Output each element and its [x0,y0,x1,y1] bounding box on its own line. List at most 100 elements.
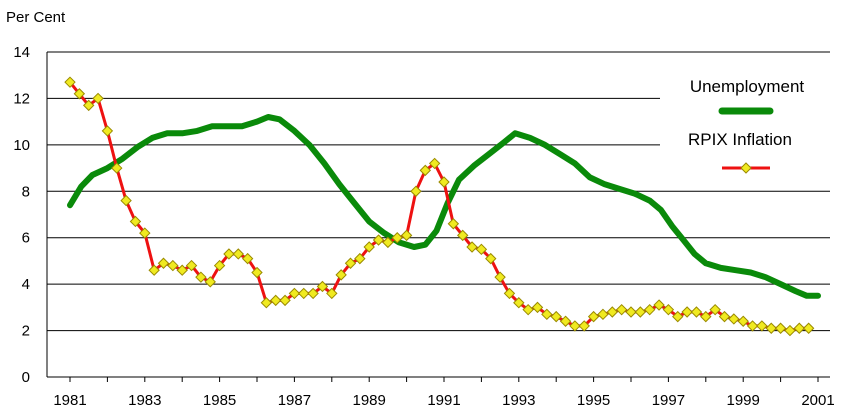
rpix-marker [419,164,432,177]
rpix-marker [531,301,544,314]
rpix-marker [569,320,581,332]
rpix-marker [288,287,301,300]
rpix-marker [400,229,413,242]
x-tick-label: 1981 [53,392,86,409]
rpix-marker [410,185,422,197]
rpix-marker [298,287,310,300]
y-tick-label: 10 [13,137,30,154]
y-tick-label: 6 [22,230,30,247]
rpix-marker [541,308,553,321]
rpix-marker [625,306,637,318]
rpix-marker [634,306,647,318]
series-layer [64,76,821,337]
rpix-marker [606,306,619,318]
rpix-marker [485,252,497,265]
rpix-marker [195,271,207,283]
rpix-marker [466,241,478,253]
rpix-marker [204,276,216,288]
y-tick-label: 4 [22,276,30,293]
rpix-marker [213,259,226,272]
rpix-marker [232,248,245,260]
rpix-marker [615,303,628,316]
rpix-marker [335,269,347,281]
rpix-marker [382,236,394,249]
rpix-marker [129,215,142,228]
rpix-marker [774,322,787,334]
x-tick-label: 1999 [727,392,760,409]
gridlines [47,51,830,332]
rpix-marker [344,257,357,269]
rpix-marker [64,76,76,88]
rpix-marker [251,266,263,279]
x-tick-label: 1987 [278,392,311,409]
rpix-marker [700,310,712,323]
y-tick-label: 14 [13,44,30,61]
x-tick-label: 2001 [801,392,834,409]
legend: Unemployment RPIX Inflation [660,70,832,177]
rpix-marker [185,259,198,272]
rpix-marker [756,320,768,332]
y-tick-label: 8 [22,183,30,200]
rpix-marker [101,125,114,137]
rpix-marker [167,259,179,272]
rpix-marker [269,294,282,307]
rpix-marker [513,297,525,309]
rpix-marker [494,271,506,283]
rpix-marker [260,297,273,309]
rpix-marker [363,241,375,253]
rpix-marker [746,320,759,332]
rpix-marker [456,229,469,242]
rpix-marker [522,303,534,316]
rpix-marker [681,306,693,318]
rpix-marker [765,322,777,334]
rpix-marker [672,310,684,323]
rpix-marker [802,322,815,334]
rpix-marker [550,310,562,323]
x-tick-label: 1983 [128,392,161,409]
rpix-marker [176,264,188,276]
rpix-marker [653,299,665,311]
rpix-marker [793,322,806,334]
x-tick-label: 1995 [577,392,610,409]
rpix-marker [316,280,329,293]
rpix-marker [139,227,151,239]
rpix-marker [391,232,403,244]
rpix-marker [447,218,460,230]
rpix-marker [578,320,590,332]
rpix-marker [737,315,749,327]
rpix-marker [587,310,600,323]
rpix-marker [73,88,86,100]
rpix-marker [241,252,254,265]
rpix-marker [503,287,516,300]
legend-background [660,70,832,177]
rpix-marker [475,243,488,256]
rpix-marker [428,157,441,170]
rpix-marker [82,99,95,112]
x-tick-label: 1991 [427,392,460,409]
y-tick-label: 2 [22,323,30,340]
legend-label-rpix-inflation: RPIX Inflation [688,130,792,149]
rpix-marker [279,294,291,307]
rpix-marker [690,306,703,318]
rpix-marker [784,324,796,337]
legend-marker-rpix-inflation [740,162,752,174]
rpix-marker [157,257,170,269]
rpix-marker [372,234,385,246]
rpix-marker [643,303,656,316]
x-tick-label: 1997 [652,392,685,409]
rpix-marker [120,194,132,207]
y-axis-label: Per Cent [6,9,66,26]
rpix-marker [728,313,740,325]
y-tick-label: 0 [22,369,30,386]
rpix-marker [438,176,450,188]
rpix-marker [354,252,366,265]
x-tick-label: 1993 [502,392,535,409]
y-tick-label: 12 [13,90,30,107]
legend-label-unemployment: Unemployment [690,77,805,96]
x-tick-label: 1989 [353,392,386,409]
rpix-marker [326,287,338,300]
rpix-marker [597,308,609,321]
rpix-marker [718,310,731,323]
